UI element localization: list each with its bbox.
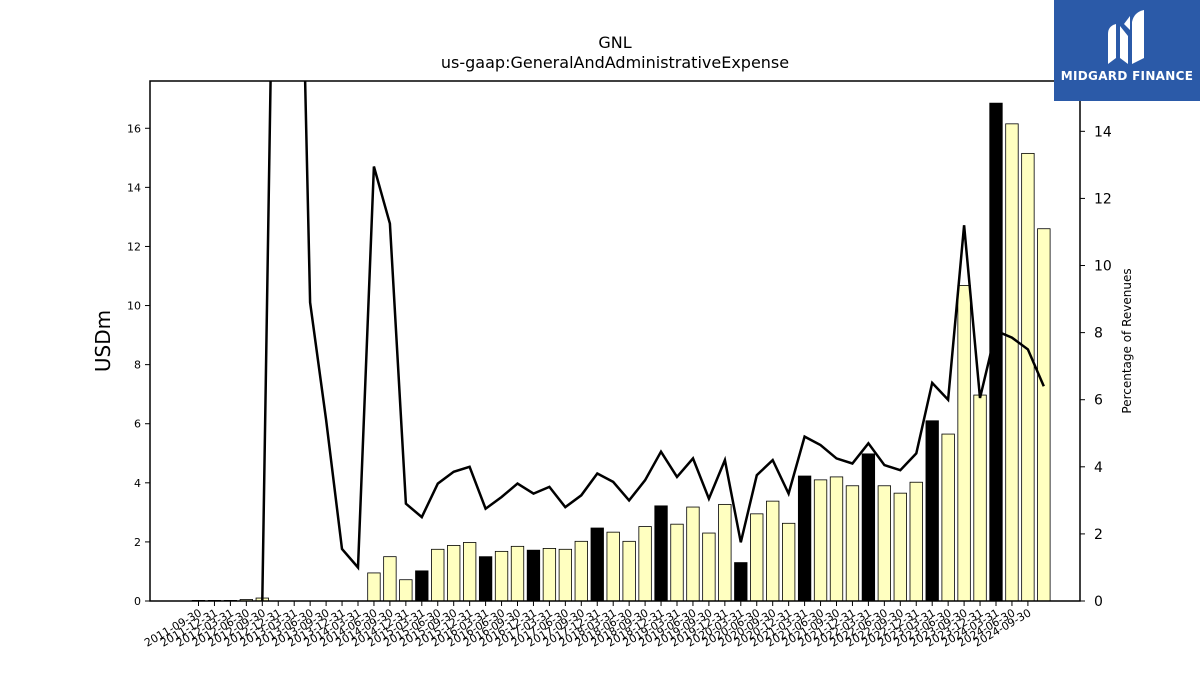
y2-tick-label: 10: [1094, 259, 1112, 275]
y2-axis-label: Percentage of Revenues: [1120, 268, 1134, 413]
y-axis-left: 0 2 4 6 8 10 12 14 16: [127, 122, 150, 608]
chart-subtitle: us-gaap:GeneralAndAdministrativeExpense: [441, 53, 789, 72]
bar: [909, 481, 923, 602]
bar: [718, 503, 732, 602]
bar: [845, 485, 860, 602]
bar: [1021, 152, 1035, 602]
percentage-line: [261, 81, 1045, 601]
bar: [590, 527, 604, 602]
bar: [861, 453, 876, 602]
bar: [367, 572, 381, 602]
bar: [654, 505, 668, 602]
y2-tick-label: 6: [1094, 393, 1103, 409]
bar: [893, 492, 907, 602]
bar: [941, 433, 955, 602]
bar: [510, 545, 525, 602]
y-tick-label: 14: [127, 181, 141, 194]
bar: [447, 545, 461, 602]
y-tick-label: 6: [134, 418, 141, 431]
y-axis-right: 0 2 4 6 8 10 12 14: [1080, 124, 1112, 610]
bar: [877, 485, 891, 602]
bar: [797, 475, 812, 602]
bar: [813, 479, 828, 602]
bar: [399, 579, 413, 602]
y2-tick-label: 8: [1094, 326, 1103, 342]
bar: [638, 526, 652, 602]
bar: [925, 420, 939, 602]
bar: [829, 476, 844, 602]
y2-tick-label: 0: [1094, 594, 1103, 610]
bar: [702, 532, 716, 602]
bar: [1037, 228, 1051, 602]
bar: [1005, 123, 1019, 602]
bar: [478, 556, 493, 602]
y-tick-label: 10: [127, 300, 141, 313]
chart-titles: GNL us-gaap:GeneralAndAdministrativeExpe…: [441, 33, 789, 72]
bar: [574, 540, 588, 602]
bar: [734, 562, 748, 602]
bar: [558, 548, 572, 602]
y2-tick-label: 12: [1094, 191, 1112, 207]
y2-tick-label: 14: [1094, 124, 1112, 140]
bar: [782, 522, 796, 602]
bar: [542, 548, 557, 602]
bar: [686, 506, 700, 602]
bar: [766, 500, 780, 602]
bar: [606, 531, 620, 602]
bar: [526, 549, 541, 602]
midgard-logo-icon: [1108, 10, 1144, 64]
x-axis: 2011-09-302011-12-312012-03-312012-06-30…: [142, 601, 1033, 650]
y2-tick-label: 4: [1094, 460, 1103, 476]
midgard-finance-logo: MIDGARD FINANCE: [1054, 0, 1200, 101]
y-tick-label: 0: [134, 595, 141, 608]
plot-frame: [149, 80, 1081, 602]
y-axis-label: USDm: [91, 310, 115, 372]
bar: [957, 285, 971, 602]
y-tick-label: 4: [134, 477, 141, 490]
y-tick-label: 16: [127, 122, 141, 135]
bar: [383, 556, 397, 602]
logo-text: MIDGARD FINANCE: [1060, 69, 1194, 83]
bar: [415, 570, 429, 602]
y2-tick-label: 2: [1094, 527, 1103, 543]
bar: [622, 540, 636, 602]
bar: [494, 550, 509, 602]
bars-layer: [191, 102, 1051, 602]
bar: [750, 513, 764, 602]
bar: [462, 542, 477, 602]
y-tick-label: 2: [134, 536, 141, 549]
y-tick-label: 12: [127, 240, 141, 253]
y-tick-label: 8: [134, 359, 141, 372]
line-layer: [261, 81, 1045, 601]
bar: [670, 523, 684, 602]
chart-title: GNL: [598, 33, 631, 52]
bar: [973, 394, 987, 602]
bar: [431, 548, 445, 602]
